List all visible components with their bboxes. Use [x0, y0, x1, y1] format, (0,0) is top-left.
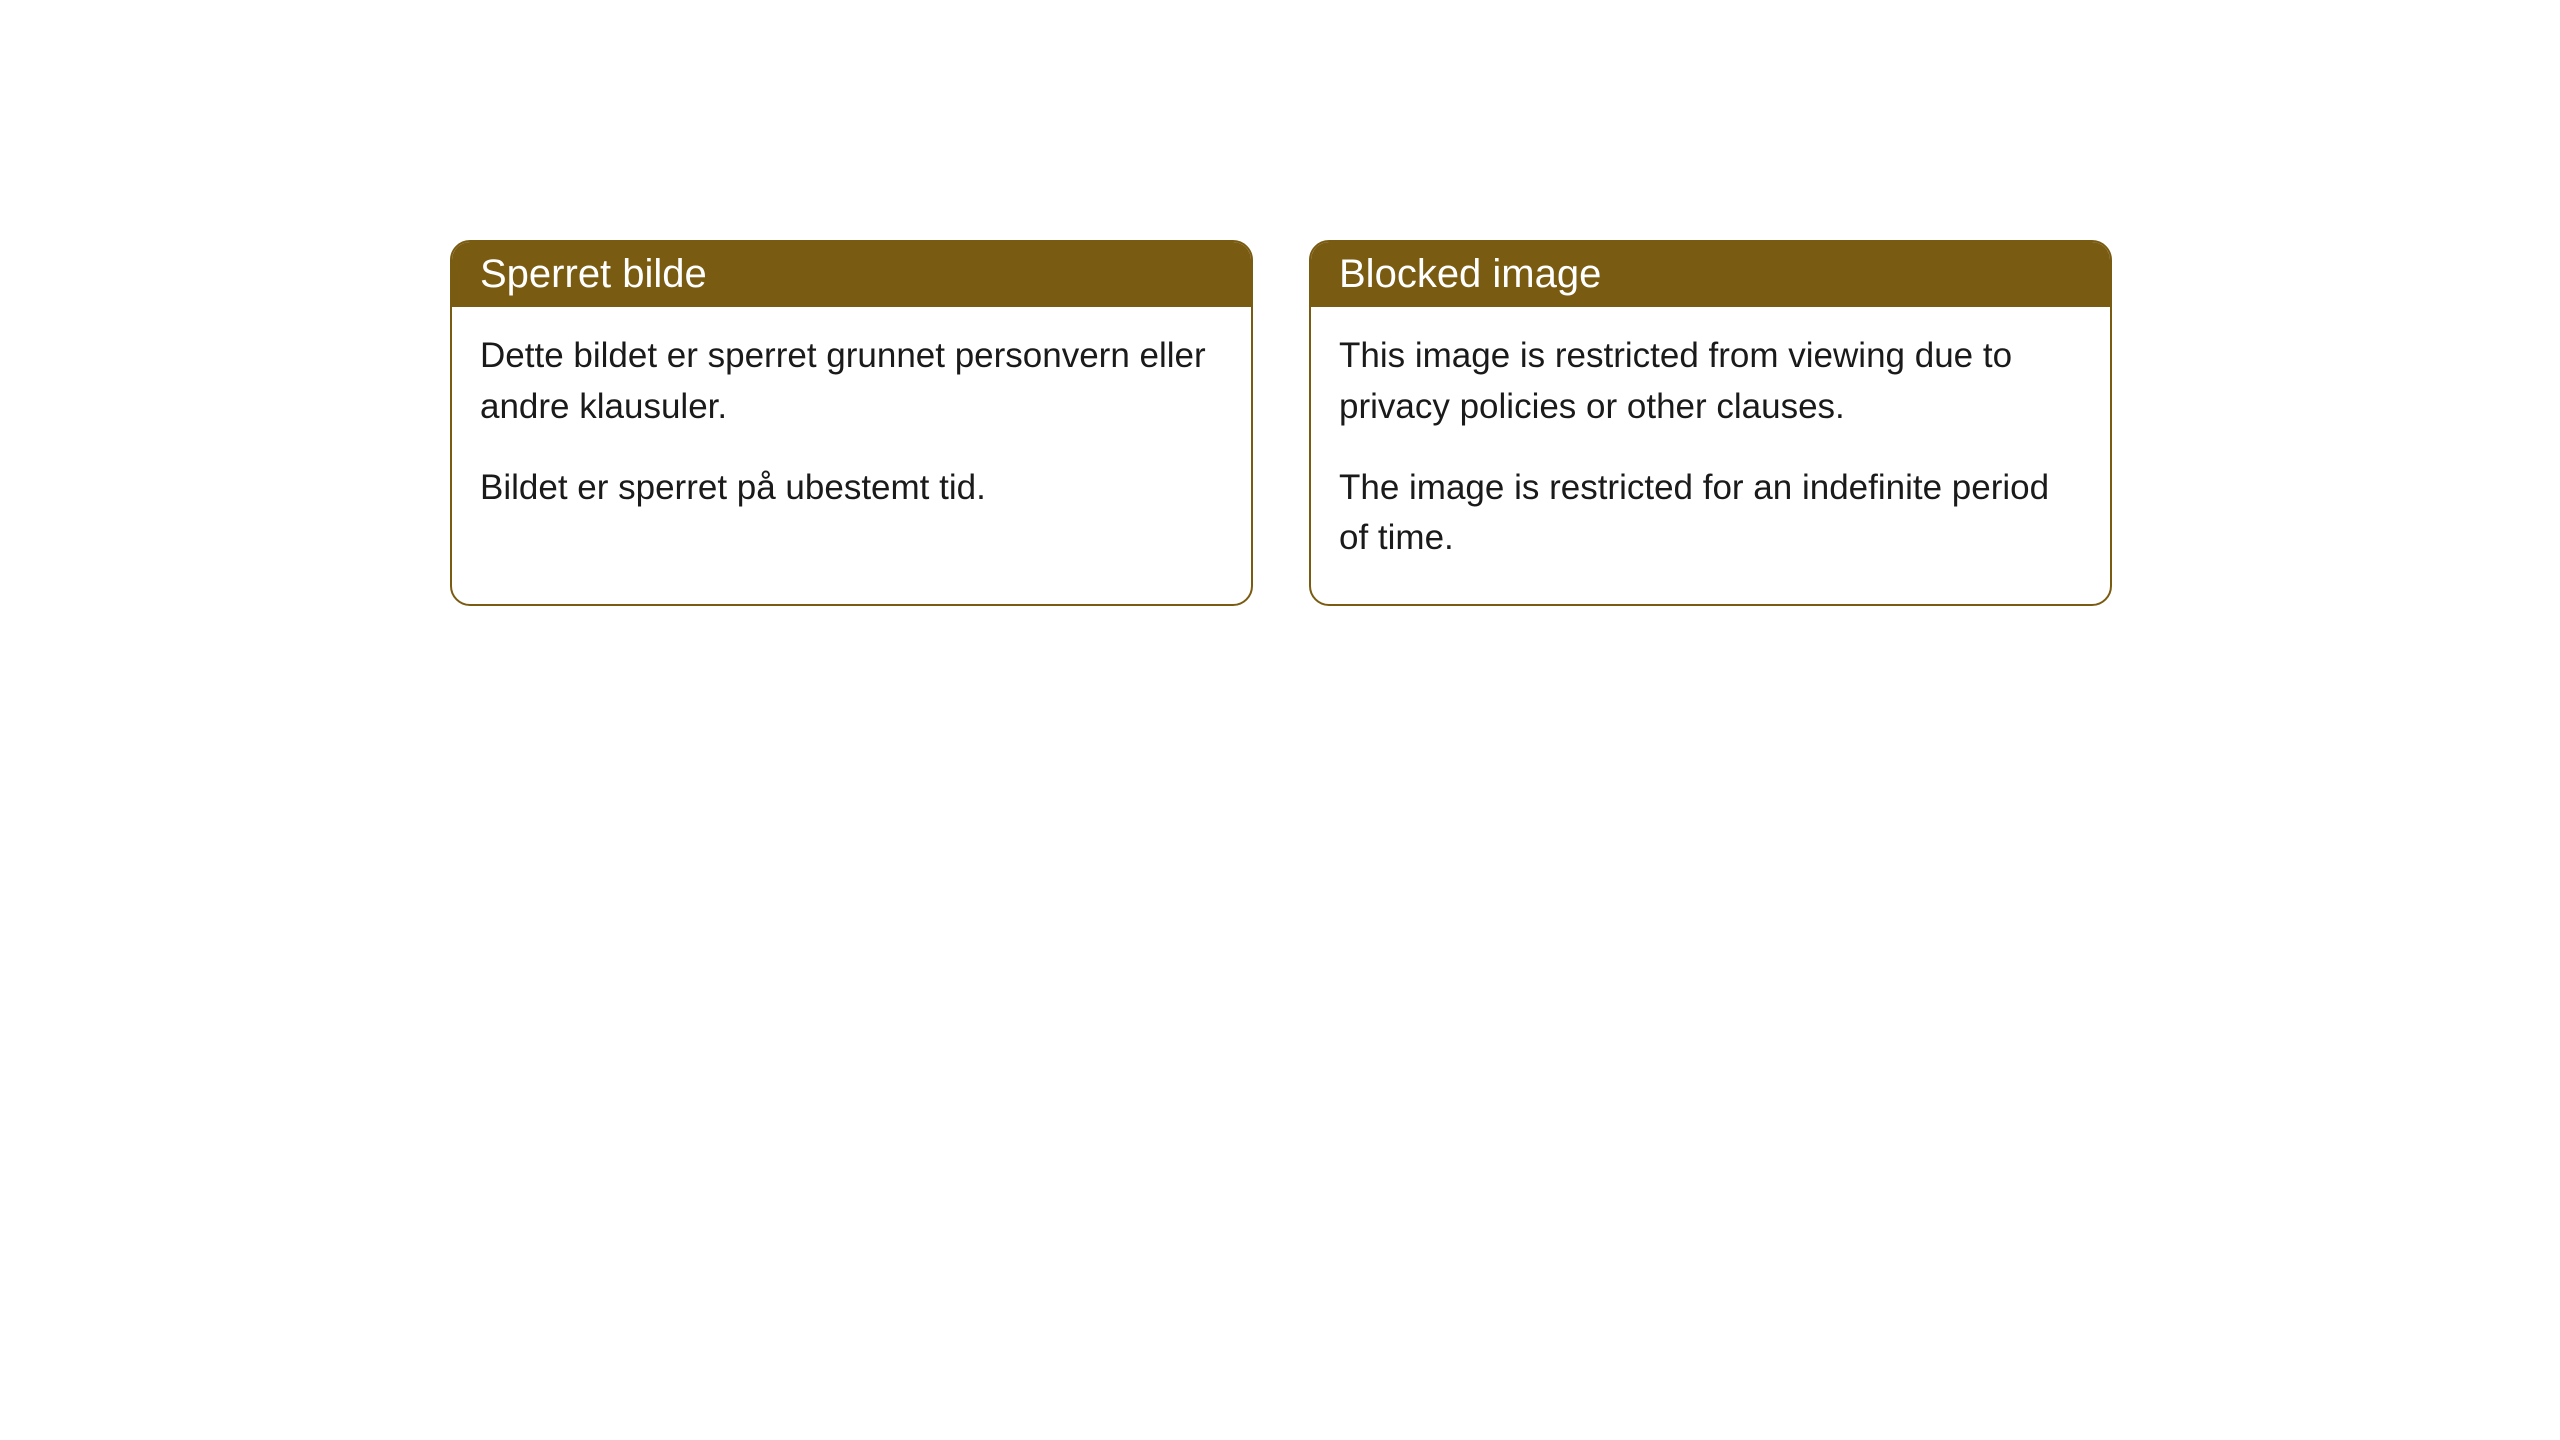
card-paragraph-1: This image is restricted from viewing du…: [1339, 331, 2082, 433]
card-paragraph-1: Dette bildet er sperret grunnet personve…: [480, 331, 1223, 433]
card-paragraph-2: The image is restricted for an indefinit…: [1339, 463, 2082, 565]
card-paragraph-2: Bildet er sperret på ubestemt tid.: [480, 463, 1223, 514]
card-title: Blocked image: [1339, 252, 1601, 296]
card-header: Blocked image: [1311, 242, 2110, 307]
blocked-image-card-norwegian: Sperret bilde Dette bildet er sperret gr…: [450, 240, 1253, 606]
blocked-image-card-english: Blocked image This image is restricted f…: [1309, 240, 2112, 606]
card-title: Sperret bilde: [480, 252, 707, 296]
cards-container: Sperret bilde Dette bildet er sperret gr…: [450, 240, 2112, 606]
card-body: Dette bildet er sperret grunnet personve…: [452, 307, 1251, 553]
card-header: Sperret bilde: [452, 242, 1251, 307]
card-body: This image is restricted from viewing du…: [1311, 307, 2110, 604]
